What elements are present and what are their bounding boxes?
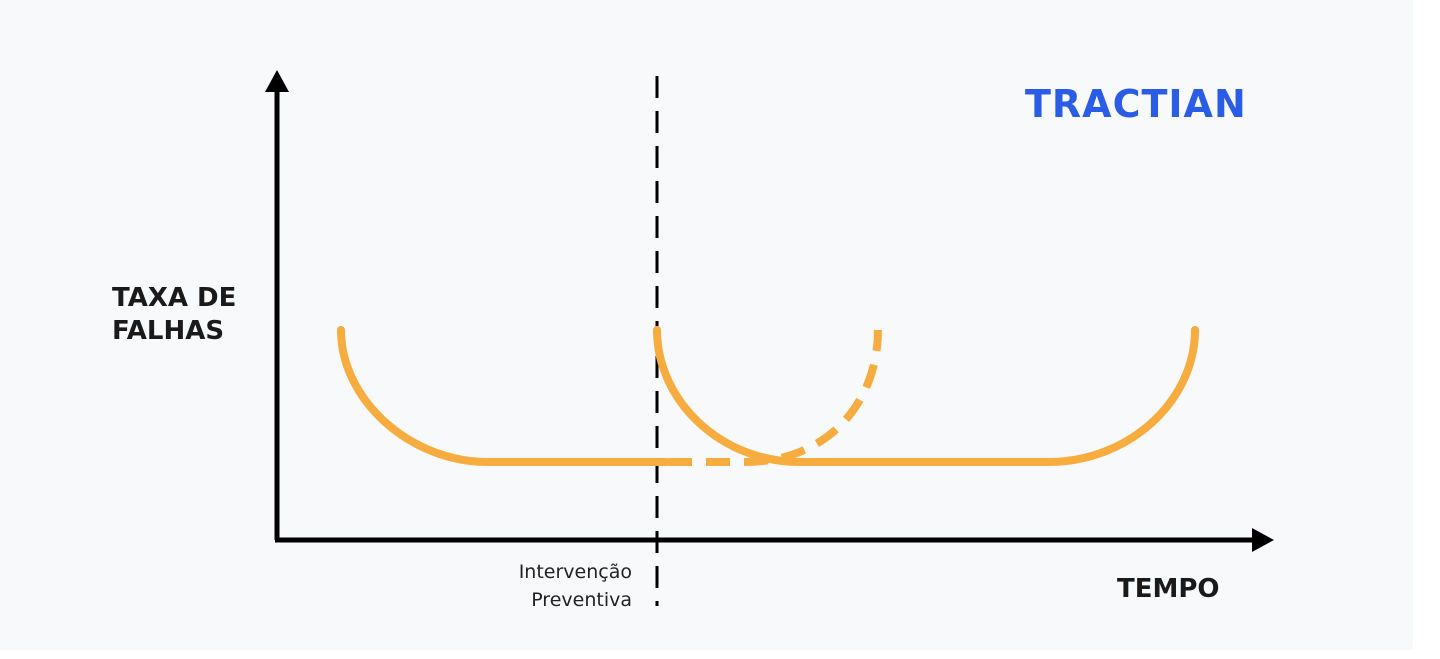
y-axis-label: TAXA DE FALHAS: [112, 283, 237, 346]
y-axis-arrowhead: [265, 70, 289, 92]
tractian-logo: TRACTIAN: [1025, 82, 1247, 126]
bathtub-curve-after-intervention: [653, 326, 1199, 466]
x-axis-arrowhead: [1252, 528, 1274, 552]
intervention-label: Intervenção Preventiva: [518, 561, 632, 611]
bathtub-curve-original: [337, 326, 670, 466]
bathtub-curve-projected-dashed: [668, 329, 882, 466]
x-axis-label: TEMPO: [1117, 574, 1220, 604]
